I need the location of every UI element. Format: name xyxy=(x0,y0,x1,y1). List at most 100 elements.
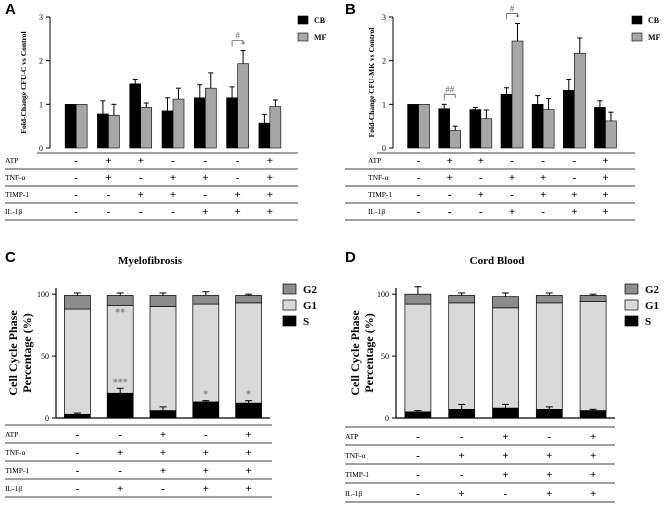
panel-b-bar-cb xyxy=(531,104,544,149)
panel-c-legend-swatch-s xyxy=(282,315,297,327)
panel-d-condition-symbol: + xyxy=(459,450,465,462)
panel-c-bar-segment-g1 xyxy=(192,303,220,403)
panel-d-bar-segment-s xyxy=(404,411,432,419)
panel-a-condition-symbol: - xyxy=(74,172,78,184)
panel-b-condition-symbol: - xyxy=(448,206,452,218)
panel-d-legend-label-g1: G1 xyxy=(645,300,659,312)
panel-b-y-tick-label: 0 xyxy=(382,144,386,153)
panel-a-bar-cb xyxy=(193,97,206,149)
panel-d-bar-segment-g2 xyxy=(404,293,432,305)
panel-a-bar-cb xyxy=(64,104,77,149)
panel-d-condition-symbol: - xyxy=(416,488,420,500)
panel-c-bar-segment-g2 xyxy=(149,295,177,307)
panel-c-condition-symbol: + xyxy=(117,483,123,495)
panel-a-bar-cb xyxy=(97,113,109,149)
panel-b-condition-symbol: + xyxy=(540,172,546,184)
panel-b-bar-mf xyxy=(480,118,493,149)
panel-b-legend-swatch-mf xyxy=(631,32,643,42)
panel-c-y-tick-label: 50 xyxy=(41,352,49,361)
panel-b-y-tick-label: 3 xyxy=(382,13,386,22)
panel-b-condition-symbol: + xyxy=(509,172,515,184)
panel-a-condition-symbol: + xyxy=(202,206,208,218)
panel-c-condition-symbol: - xyxy=(118,465,122,477)
panel-a-condition-symbol: - xyxy=(139,206,143,218)
panel-c-condition-symbol: + xyxy=(203,447,209,459)
panel-d-bar-segment-g2 xyxy=(579,295,607,302)
panel-b-bar-cb xyxy=(438,108,451,149)
panel-b-condition-symbol: + xyxy=(478,189,484,201)
panel-b-condition-symbol: + xyxy=(447,155,453,167)
panel-b-condition-symbol: + xyxy=(540,189,546,201)
panel-c-condition-symbol: + xyxy=(160,465,166,477)
panel-c-condition-symbol: - xyxy=(161,483,165,495)
panel-a-bar-mf xyxy=(204,87,217,149)
panel-c-bar-segment-g1 xyxy=(106,304,134,394)
panel-b-bar-mf xyxy=(542,109,555,149)
panel-c-significance-star: *** xyxy=(113,377,128,388)
panel-d-condition-symbol: - xyxy=(416,431,420,443)
panel-c-condition-symbol: - xyxy=(76,447,80,459)
panel-d-condition-symbol: + xyxy=(590,488,596,500)
panel-a-condition-symbol: - xyxy=(74,206,78,218)
panel-b-condition-label: TNF-α xyxy=(368,173,389,182)
panel-d-bar-segment-s xyxy=(535,408,563,419)
panel-c-bar-segment-s xyxy=(149,410,177,419)
panel-c-legend-label-g2: G2 xyxy=(303,284,318,296)
panel-d-bar-segment-s xyxy=(492,407,519,419)
panel-d-condition-label: TNF-α xyxy=(345,451,366,460)
panel-a-condition-symbol: + xyxy=(234,189,240,201)
panel-b-bar-cb xyxy=(407,104,419,149)
panel-a-bar-cb xyxy=(226,97,238,149)
panel-c-bar-segment-s xyxy=(192,401,220,419)
panel-c-bar-segment-g2 xyxy=(235,295,262,304)
panel-b-condition-symbol: + xyxy=(571,189,577,201)
panel-b-condition-symbol: + xyxy=(602,206,608,218)
panel-b-y-axis-label: Fold-Change CFU-MK vs Control xyxy=(367,28,376,138)
panel-b-significance-bracket xyxy=(443,93,456,101)
panel-d-legend-swatch-g1 xyxy=(624,299,639,311)
panel-c-bar-segment-g2 xyxy=(192,295,220,305)
panel-c-bar-segment-g1 xyxy=(64,308,91,415)
panel-c-legend-label-g1: G1 xyxy=(303,300,317,312)
panel-d-legend-label-g2: G2 xyxy=(645,284,660,296)
panel-a-y-tick-label: 2 xyxy=(39,57,43,66)
panel-b-condition-label: ATP xyxy=(368,156,381,165)
panel-a-condition-label: IL-1β xyxy=(5,207,22,216)
panel-c-bar-segment-g1 xyxy=(149,306,177,411)
panel-a-condition-symbol: - xyxy=(203,155,207,167)
panel-d-bar-segment-s xyxy=(448,408,476,419)
panel-a-condition-symbol: + xyxy=(267,155,273,167)
panel-b-bar-mf xyxy=(573,52,586,149)
panel-d-bar-segment-s xyxy=(579,410,607,419)
panel-d-condition-symbol: + xyxy=(590,450,596,462)
panel-b-bar-cb xyxy=(500,93,513,149)
panel-d-letter: D xyxy=(345,249,356,266)
panel-d-y-tick-label: 50 xyxy=(381,352,389,361)
panel-b-condition-symbol: - xyxy=(417,155,421,167)
panel-d-condition-symbol: - xyxy=(416,450,420,462)
panel-a-y-tick-label: 3 xyxy=(39,13,43,22)
panel-a-bar-mf xyxy=(237,63,249,149)
panel-c-y-tick-label: 0 xyxy=(45,414,49,423)
panel-a-condition-label: TIMP-1 xyxy=(5,190,29,199)
panel-d-y-axis-label-line1: Cell Cycle Phase xyxy=(348,310,362,396)
panel-a-condition-symbol: + xyxy=(267,206,273,218)
panel-c-condition-label: IL-1β xyxy=(5,484,22,493)
panel-b-condition-symbol: + xyxy=(509,206,515,218)
panel-b-bar-cb xyxy=(594,107,606,149)
panel-b-condition-symbol: - xyxy=(510,155,514,167)
panel-d-condition-symbol: + xyxy=(546,488,552,500)
panel-b-condition-symbol: + xyxy=(478,155,484,167)
panel-d-condition-label: ATP xyxy=(345,432,358,441)
panel-b-condition-label: TIMP-1 xyxy=(368,190,392,199)
panel-b-condition-symbol: + xyxy=(602,172,608,184)
panel-d-condition-symbol: + xyxy=(590,431,596,443)
panel-c-y-tick-label: 100 xyxy=(37,290,49,299)
panel-d-bar-segment-g2 xyxy=(492,296,519,309)
panel-a-condition-symbol: - xyxy=(171,155,175,167)
panel-b-bar-mf xyxy=(418,104,430,149)
panel-d-condition-symbol: - xyxy=(416,469,420,481)
panel-b-condition-symbol: - xyxy=(448,189,452,201)
panel-b-y-tick-label: 1 xyxy=(382,100,386,109)
